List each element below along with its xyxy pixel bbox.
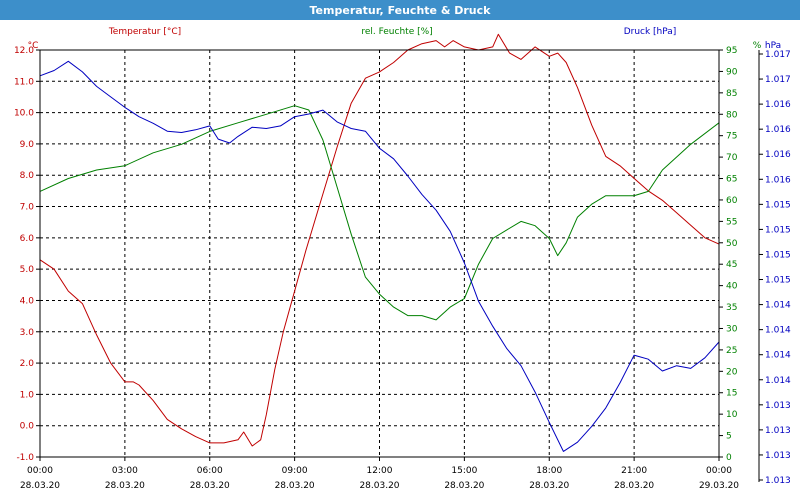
pressure-unit-label: hPa [765,41,781,51]
temperature-tick-label: 8.0 [20,171,35,181]
humidity-tick-label: 0 [726,453,732,463]
window-title: Temperatur, Feuchte & Druck [0,0,800,20]
pressure-tick-label: 1.014 [765,351,791,361]
pressure-tick-label: 1.015 [765,250,791,260]
pressure-series-line [39,60,720,452]
humidity-tick-label: 30 [726,324,738,334]
x-tick-label-date: 28.03.20 [105,481,145,491]
x-tick-label-time: 09:00 [282,466,308,476]
humidity-tick-label: 10 [726,410,738,420]
humidity-tick-label: 75 [726,132,737,142]
pressure-tick-label: 1.014 [765,376,791,386]
temperature-tick-label: 9.0 [20,140,35,150]
x-tick-label-time: 21:00 [621,466,647,476]
pressure-tick-label: 1.013 [765,401,791,411]
temperature-tick-label: 5.0 [20,265,35,275]
pressure-tick-label: 1.015 [765,200,791,210]
x-tick-label-date: 28.03.20 [20,481,60,491]
temperature-unit-label: °C [28,41,39,51]
humidity-axis-header: rel. Feuchte [%] [361,27,432,37]
humidity-tick-label: 50 [726,239,738,249]
humidity-tick-label: 65 [726,175,737,185]
pressure-tick-label: 1.016 [765,100,791,110]
temperature-tick-label: 3.0 [20,328,35,338]
chart-canvas: 00:00 28.03.20 03:00 28.03.20 06:00 28.03.20 0… [14,27,791,491]
temperature-tick-label: 7.0 [20,203,35,213]
x-tick-label-date: 28.03.20 [444,481,484,491]
temperature-tick-label: -1.0 [16,453,34,463]
humidity-tick-label: 55 [726,217,737,227]
humidity-tick-label: 40 [726,282,738,292]
x-tick-label-date: 28.03.20 [529,481,569,491]
humidity-tick-label: 70 [726,153,738,163]
pressure-tick-label: 1.017 [765,50,791,60]
humidity-tick-label: 15 [726,389,737,399]
x-tick-label-time: 18:00 [536,466,562,476]
pressure-tick-label: 1.016 [765,125,791,135]
pressure-tick-label: 1.016 [765,175,791,185]
temperature-tick-label: 12.0 [14,46,34,56]
humidity-tick-label: 45 [726,260,737,270]
humidity-tick-label: 25 [726,346,737,356]
humidity-tick-label: 20 [726,367,738,377]
humidity-tick-label: 60 [726,196,738,206]
pressure-tick-label: 1.013 [765,426,791,436]
grid [40,49,719,458]
x-tick-label-date: 28.03.20 [275,481,315,491]
x-tick-label-time: 15:00 [451,466,477,476]
humidity-tick-label: 5 [726,432,732,442]
temperature-series-line [39,33,720,447]
pressure-tick-label: 1.013 [765,476,791,486]
temperature-tick-label: 10.0 [14,109,34,119]
pressure-tick-label: 1.014 [765,301,791,311]
pressure-tick-label: 1.014 [765,326,791,336]
humidity-tick-label: 35 [726,303,737,313]
humidity-tick-label: 90 [726,67,738,77]
x-tick-label-time: 00:00 [27,466,53,476]
x-tick-label-time: 03:00 [112,466,138,476]
pressure-tick-label: 1.017 [765,75,791,85]
x-tick-label-date: 28.03.20 [190,481,230,491]
pressure-tick-label: 1.015 [765,276,791,286]
axes: 00:00 28.03.20 03:00 28.03.20 06:00 28.03.20 0… [14,46,791,491]
temperature-axis-header: Temperatur [°C] [108,27,181,37]
temperature-tick-label: 11.0 [14,77,34,87]
pressure-axis-header: Druck [hPa] [624,27,677,37]
humidity-series-line [39,105,720,321]
humidity-tick-label: 80 [726,110,738,120]
x-tick-label-date: 29.03.20 [699,481,739,491]
temperature-tick-label: 4.0 [20,296,35,306]
humidity-tick-label: 85 [726,89,737,99]
pressure-tick-label: 1.013 [765,451,791,461]
pressure-tick-label: 1.015 [765,225,791,235]
x-tick-label-date: 28.03.20 [614,481,654,491]
x-tick-label-time: 00:00 [706,466,732,476]
pressure-tick-label: 1.016 [765,150,791,160]
temperature-tick-label: 2.0 [20,359,35,369]
temperature-tick-label: 6.0 [20,234,35,244]
temperature-tick-label: 1.0 [20,390,35,400]
temperature-tick-label: 0.0 [20,422,35,432]
x-tick-label-date: 28.03.20 [359,481,399,491]
series-layer [39,33,720,452]
humidity-unit-label: % [753,41,762,51]
x-tick-label-time: 06:00 [197,466,223,476]
humidity-tick-label: 95 [726,46,737,56]
x-tick-label-time: 12:00 [367,466,393,476]
